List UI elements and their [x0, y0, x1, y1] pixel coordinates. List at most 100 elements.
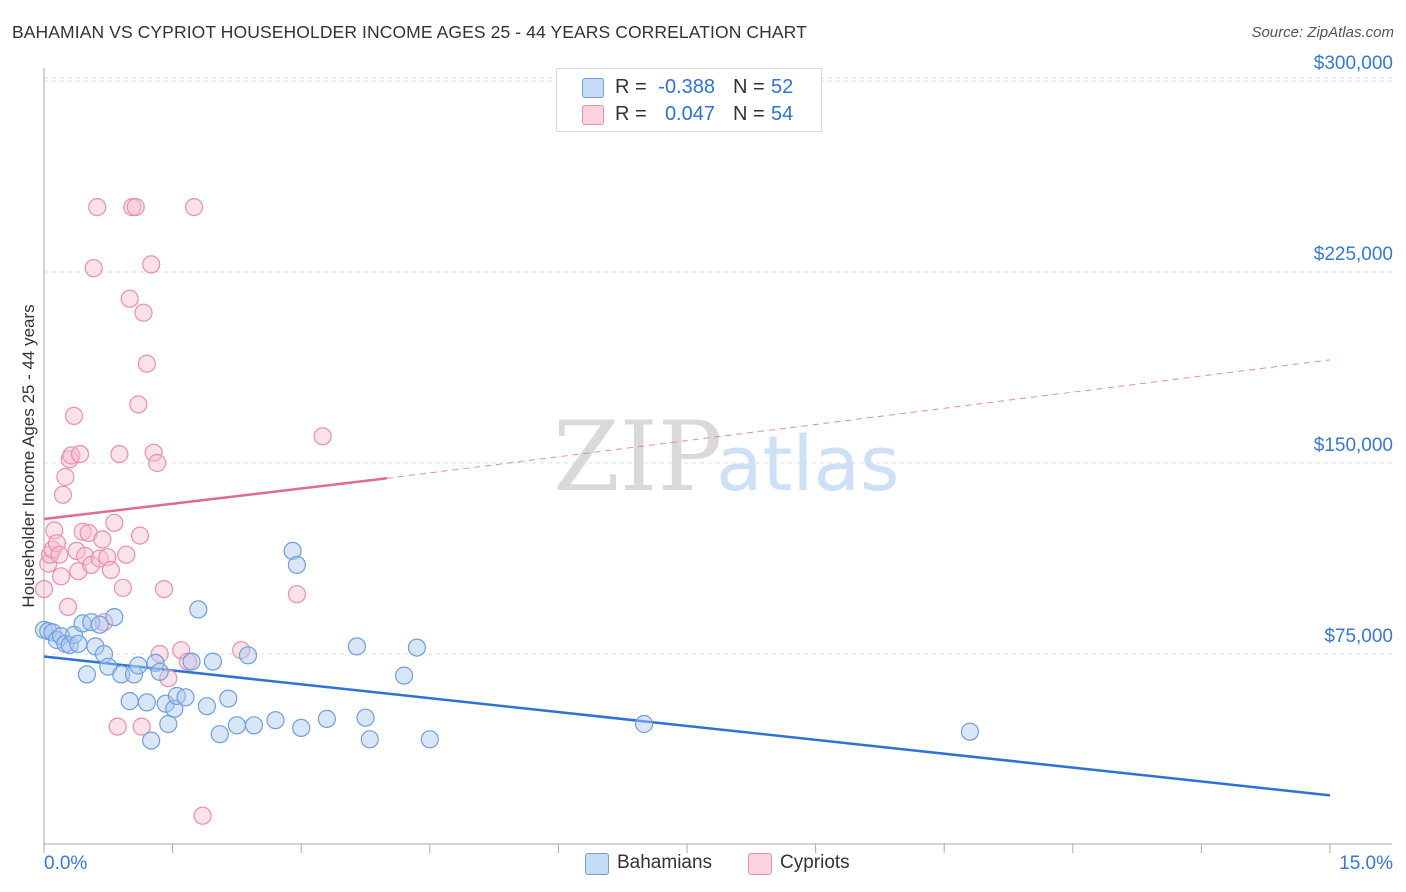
cypriot-point [105, 513, 124, 532]
cypriot-point [67, 541, 86, 561]
cypriot-point [148, 453, 167, 473]
cypriot-point [287, 585, 306, 604]
cypriot-point [113, 578, 133, 597]
x-tick-label-min: 0.0% [44, 853, 87, 874]
bahamian-point [112, 665, 131, 684]
cypriot-point [73, 522, 92, 541]
cypriot-point [34, 579, 54, 599]
bahamian-point [407, 638, 426, 657]
watermark: ZIP atlas [553, 401, 900, 513]
bahamian-point [159, 714, 178, 734]
bahamian-point [142, 731, 161, 750]
bahamian-point [292, 718, 311, 738]
bahamian-point [283, 541, 302, 561]
n-label: N = [733, 103, 765, 125]
source-label: Source: ZipAtlas.com [1251, 24, 1394, 41]
cypriot-point [108, 717, 127, 736]
cypriot-point [90, 549, 109, 568]
r-label: R = [615, 103, 647, 125]
cypriot-point [40, 545, 60, 564]
bahamian-point [420, 730, 439, 749]
r-value-cypriots: 0.047 [664, 103, 715, 125]
cypriot-point [126, 198, 145, 217]
bahamian-point [317, 709, 336, 729]
bahamian-point [634, 714, 654, 734]
y-tick-label: $75,000 [1324, 626, 1393, 647]
legend-label-bahamians: Bahamians [617, 852, 713, 873]
cypriot-point [129, 395, 148, 414]
y-tick-label: $300,000 [1314, 53, 1393, 74]
bahamian-point [77, 665, 97, 684]
x-tick-label-max: 15.0% [1339, 853, 1393, 874]
cypriot-point [193, 806, 212, 825]
cypriot-point [150, 644, 169, 664]
cypriot-point [184, 198, 204, 217]
bahamian-point [395, 666, 414, 685]
bahamian-point [266, 711, 285, 730]
bahamians-swatch [582, 78, 604, 98]
cypriots-swatch [582, 105, 604, 125]
cypriot-point [88, 198, 107, 217]
labels-layer: Householder Income Ages 25 - 44 years [19, 304, 38, 607]
bahamian-point [210, 725, 229, 744]
bahamian-point [356, 708, 375, 727]
cypriot-point [120, 289, 139, 308]
bahamian-point [360, 730, 379, 749]
n-value-cypriots: 54 [771, 103, 794, 125]
bahamian-point [287, 555, 306, 575]
cypriot-point [313, 427, 332, 446]
bahamian-point [129, 656, 148, 675]
cypriot-point [134, 303, 153, 322]
y-tick-label: $225,000 [1314, 244, 1393, 265]
bahamian-point [197, 697, 216, 716]
bahamian-point [960, 722, 980, 741]
points-layer [34, 198, 980, 825]
r-value-bahamians: -0.388 [658, 76, 715, 98]
cypriot-point [58, 597, 78, 617]
cypriots-legend-swatch [748, 853, 772, 875]
cypriot-point [154, 579, 174, 599]
bahamian-point [347, 637, 366, 656]
bahamian-point [150, 662, 169, 681]
cypriot-point [110, 445, 129, 464]
n-value-bahamians: 52 [771, 76, 794, 98]
bahamian-point [69, 634, 88, 653]
r-label: R = [615, 76, 647, 98]
cypriot-point [101, 560, 121, 580]
cypriot-point [130, 526, 150, 545]
bahamian-point [120, 691, 139, 711]
watermark-atlas: atlas [716, 419, 900, 508]
trend-layer [43, 359, 1331, 797]
n-label: N = [733, 76, 765, 98]
stats-row-bahamians: R = -0.388 N = 52 [557, 74, 821, 100]
axis-layer: $75,000 $150,000 $225,000 $300,000 0.0% 15.0% [43, 53, 1393, 874]
grid-layer [44, 77, 1392, 655]
bahamian-point [124, 665, 144, 684]
bahamian-point [219, 689, 238, 708]
bahamian-point [90, 615, 109, 634]
cypriot-point [84, 259, 103, 278]
legend-label-cypriots: Cypriots [780, 852, 850, 873]
cypriot-point [70, 445, 90, 464]
cypriots-trend-line-solid [43, 477, 388, 521]
bahamian-point [176, 688, 195, 707]
bahamian-point [105, 607, 124, 627]
cypriot-point [93, 530, 112, 549]
cypriot-point [172, 641, 191, 660]
chart-title: BAHAMIAN VS CYPRIOT HOUSEHOLDER INCOME A… [12, 22, 807, 42]
bahamian-point [244, 716, 264, 735]
cypriot-point [53, 485, 73, 504]
cypriot-point [64, 406, 84, 425]
bahamians-trend-line [43, 655, 1331, 797]
bahamian-point [227, 716, 246, 735]
bahamian-point [137, 693, 156, 712]
cypriot-point [76, 546, 95, 566]
cypriot-point [50, 545, 69, 564]
stats-row-cypriots: R = 0.047 N = 54 [557, 101, 821, 127]
cypriot-point [51, 567, 71, 586]
bahamian-point [189, 600, 208, 619]
bahamian-point [182, 652, 201, 671]
bahamians-legend-swatch [585, 853, 609, 875]
cypriot-point [137, 354, 156, 373]
